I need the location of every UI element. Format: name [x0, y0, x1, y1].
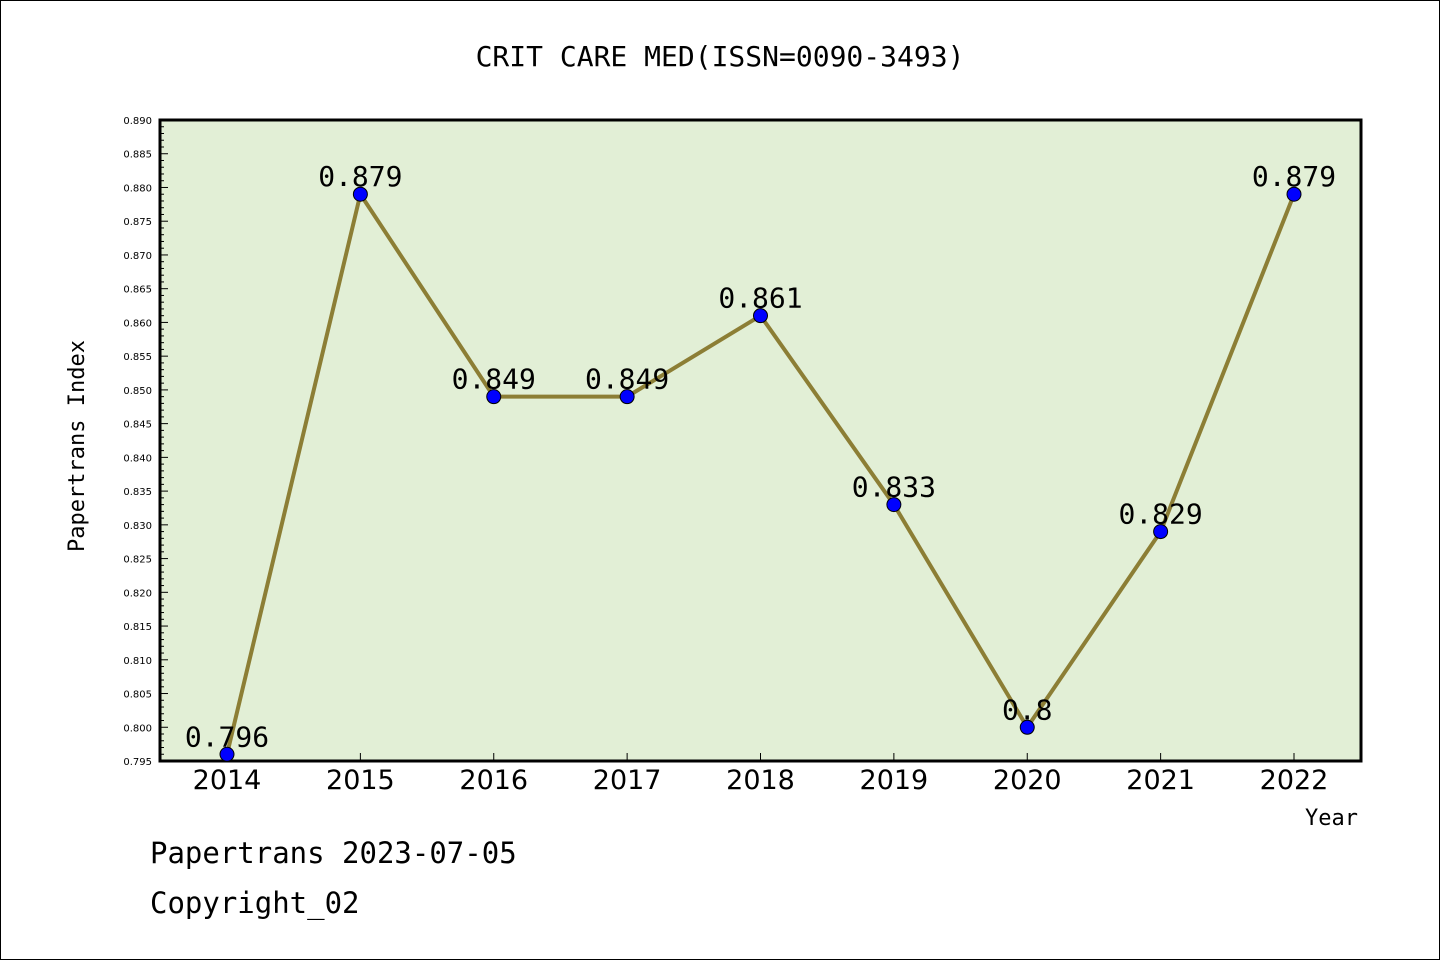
y-tick-label: 0.845 [123, 420, 152, 431]
y-tick-label: 0.885 [123, 150, 152, 161]
x-tick-label: 2014 [193, 765, 262, 796]
y-axis: 0.795 0.800 0.805 0.810 0.815 0.820 0.825 0.830… [123, 116, 168, 768]
data-label: 0.849 [585, 363, 669, 396]
data-point [486, 389, 502, 405]
data-label: 0.849 [452, 363, 536, 396]
x-tick-label: 2017 [593, 765, 662, 796]
y-tick-label: 0.840 [123, 453, 152, 464]
data-point [1153, 524, 1169, 540]
x-axis-label: Year [1305, 806, 1358, 831]
x-axis: 2014 2015 2016 2017 2018 2019 2020 2021 2022 [193, 753, 1329, 796]
footer-copyright: Copyright_02 [150, 886, 360, 920]
data-label: 0.879 [318, 160, 402, 193]
y-tick-label: 0.795 [123, 757, 152, 768]
data-labels: 0.796 0.879 0.849 0.849 0.861 0.833 0.8 0.829 0.… [185, 160, 1336, 753]
y-axis-label: Papertrans Index [65, 340, 90, 552]
x-tick-label: 2015 [326, 765, 395, 796]
y-tick-label: 0.810 [123, 656, 152, 667]
y-tick-label: 0.870 [123, 251, 152, 262]
data-point [352, 186, 368, 202]
x-tick-label: 2021 [1126, 765, 1195, 796]
data-point [219, 746, 235, 762]
y-tick-label: 0.815 [123, 622, 152, 633]
y-tick-label: 0.880 [123, 183, 152, 194]
x-tick-label: 2019 [860, 765, 929, 796]
y-tick-label: 0.835 [123, 487, 152, 498]
data-point [753, 308, 768, 324]
data-label: 0.861 [718, 282, 802, 315]
y-tick-label: 0.805 [123, 690, 152, 701]
x-tick-label: 2020 [993, 765, 1062, 796]
y-tick-label: 0.875 [123, 217, 152, 228]
y-tick-label: 0.830 [123, 521, 152, 532]
y-tick-label: 0.865 [123, 285, 152, 296]
data-point [619, 389, 635, 405]
data-point [1019, 719, 1035, 735]
y-tick-label: 0.820 [123, 588, 152, 599]
data-label: 0.8 [1002, 693, 1053, 726]
y-tick-label: 0.800 [123, 723, 152, 734]
x-tick-label: 2022 [1260, 765, 1329, 796]
x-tick-label: 2018 [726, 765, 795, 796]
x-tick-label: 2016 [459, 765, 528, 796]
y-tick-label: 0.850 [123, 386, 152, 397]
footer-date: Papertrans 2023-07-05 [150, 836, 517, 870]
series [219, 186, 1302, 762]
y-tick-label: 0.825 [123, 555, 152, 566]
y-tick-label: 0.855 [123, 352, 152, 363]
data-label: 0.829 [1118, 498, 1202, 531]
data-label: 0.833 [852, 471, 936, 504]
data-label: 0.879 [1252, 160, 1336, 193]
data-label: 0.796 [185, 720, 269, 753]
data-point [886, 497, 902, 513]
y-tick-label: 0.860 [123, 318, 152, 329]
chart-title: CRIT CARE MED(ISSN=0090-3493) [476, 40, 965, 73]
data-point [1286, 186, 1302, 202]
y-tick-label: 0.890 [123, 116, 152, 127]
plot-area [158, 118, 1363, 763]
